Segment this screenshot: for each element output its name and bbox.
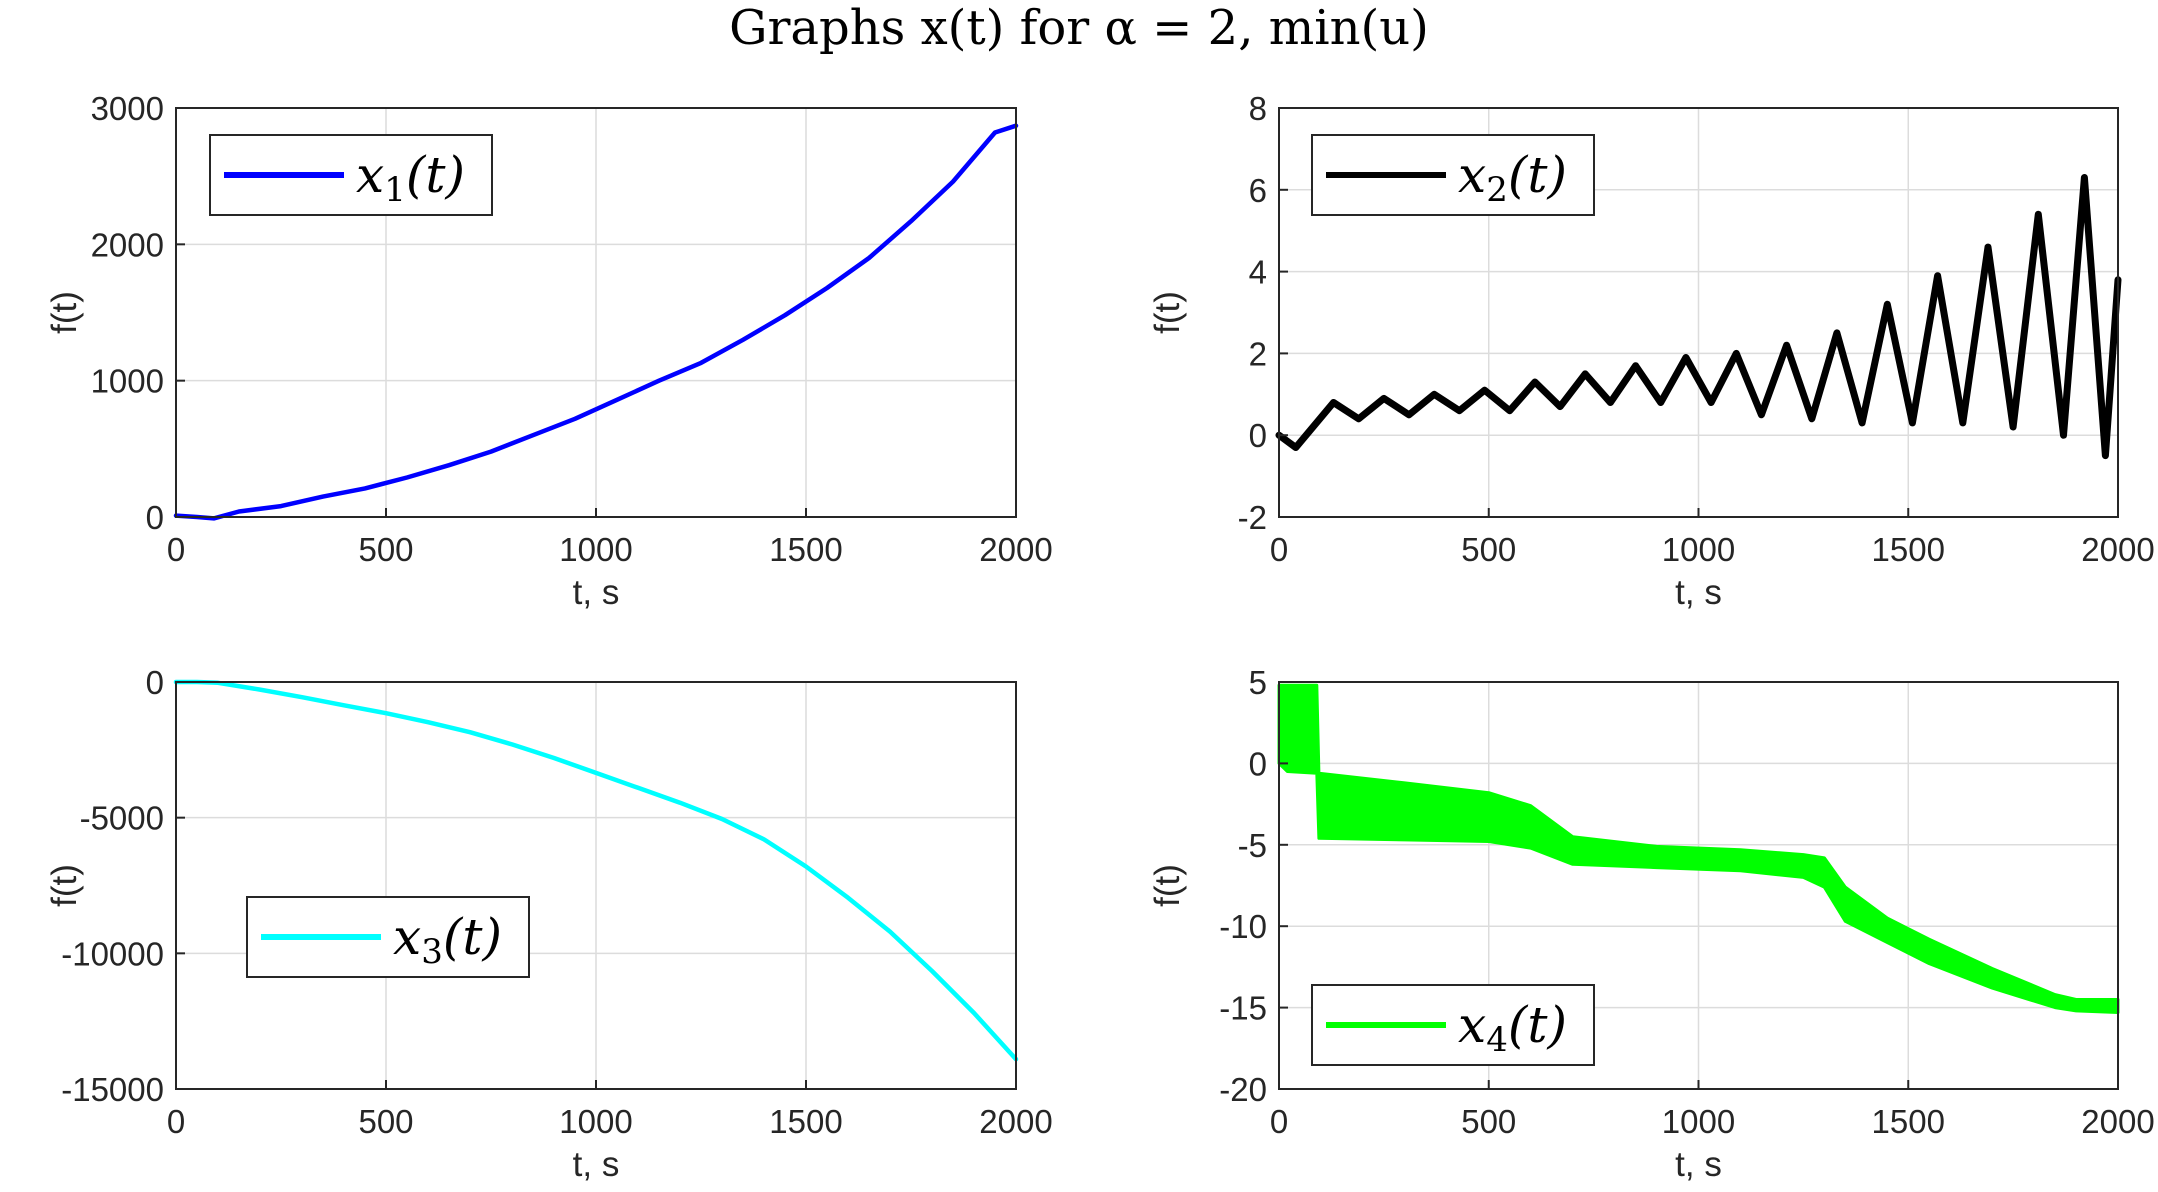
- subplot-x4: 0 500 1000 1500 2000 -20 -15 -10 -5 0 5 t, s f(t) x4(…: [1148, 664, 2155, 1184]
- subplot-2-y-tick-label: 6: [1249, 172, 1267, 209]
- subplot-3-y-tick-label: -10000: [61, 935, 164, 972]
- subplot-2-y-tick-label: 0: [1249, 417, 1267, 454]
- subplot-2-x-tick-label: 2000: [2081, 531, 2154, 568]
- subplot-1-x-tick-label: 500: [358, 531, 413, 568]
- subplot-3-series-line: [173, 679, 1019, 1062]
- subplot-1-x-tick-label: 0: [167, 531, 185, 568]
- subplot-1-legend-label: x1(t): [356, 146, 465, 210]
- subplot-2-x-tick-label: 1500: [1872, 531, 1945, 568]
- subplot-3-y-tick-label: 0: [146, 664, 164, 701]
- subplot-2-y-tick-label: 4: [1249, 254, 1267, 291]
- subplot-4-x-tick-label: 2000: [2081, 1103, 2154, 1140]
- subplot-2-x-tick-label: 500: [1461, 531, 1516, 568]
- subplot-1-x-tick-label: 1500: [769, 531, 842, 568]
- subplot-3-y-tick-label: -15000: [61, 1071, 164, 1108]
- subplot-4-y-tick-label: 5: [1249, 664, 1267, 701]
- subplot-2-x-tick-label: 1000: [1662, 531, 1735, 568]
- subplot-1-x-tick-label: 1000: [559, 531, 632, 568]
- subplot-1-y-tick-label: 1000: [91, 363, 164, 400]
- subplot-4-x-tick-label: 1500: [1872, 1103, 1945, 1140]
- subplot-3-x-tick-label: 0: [167, 1103, 185, 1140]
- subplot-1-y-tick-label: 3000: [91, 90, 164, 127]
- subplot-4-x-tick-label: 1000: [1662, 1103, 1735, 1140]
- subplot-4-y-tick-label: -5: [1238, 827, 1267, 864]
- subplot-3-legend-label: x3(t): [393, 908, 502, 972]
- subplot-3-y-tick-label: -5000: [80, 800, 164, 837]
- subplot-4-y-tick-label: -10: [1219, 908, 1267, 945]
- subplot-4-y-tick-label: -20: [1219, 1071, 1267, 1108]
- subplot-2-y-axis-label: f(t): [1148, 291, 1187, 334]
- subplot-x1: 0 500 1000 1500 2000 0 1000 2000 3000 t, s f(t) x1(…: [45, 90, 1053, 612]
- figure-title: Graphs x(t) for α = 2, min(u): [729, 0, 1429, 56]
- subplot-4-x-tick-label: 0: [1270, 1103, 1288, 1140]
- subplot-4-y-tick-label: 0: [1249, 745, 1267, 782]
- subplot-2-legend-label: x2(t): [1458, 146, 1567, 210]
- subplot-4-x-tick-label: 500: [1461, 1103, 1516, 1140]
- subplot-x3: 0 500 1000 1500 2000 -15000 -10000 -5000 0 t, s f(…: [45, 664, 1053, 1184]
- subplot-3-x-tick-label: 1000: [559, 1103, 632, 1140]
- subplot-2-x-axis-label: t, s: [1675, 573, 1722, 612]
- subplot-2-y-tick-label: 8: [1249, 90, 1267, 127]
- subplot-3-x-tick-label: 500: [358, 1103, 413, 1140]
- subplot-2-y-tick-label: 2: [1249, 335, 1267, 372]
- subplot-1-y-tick-label: 2000: [91, 226, 164, 263]
- subplot-2-y-tick-label: -2: [1238, 499, 1267, 536]
- subplot-1-series-line: [173, 123, 1019, 521]
- subplot-4-legend-label: x4(t): [1458, 996, 1567, 1060]
- subplot-4-y-tick-label: -15: [1219, 990, 1267, 1027]
- subplot-3-x-tick-label: 1500: [769, 1103, 842, 1140]
- subplot-1-x-tick-label: 2000: [979, 531, 1052, 568]
- subplot-3-y-axis-label: f(t): [45, 864, 84, 907]
- subplot-1-y-tick-label: 0: [146, 499, 164, 536]
- subplot-4-x-axis-label: t, s: [1675, 1145, 1722, 1184]
- subplot-1-y-axis-label: f(t): [45, 291, 84, 334]
- subplot-4-y-axis-label: f(t): [1148, 864, 1187, 907]
- subplot-2-x-tick-label: 0: [1270, 531, 1288, 568]
- subplot-2-series-line: [1275, 174, 2122, 460]
- subplot-3-x-tick-label: 2000: [979, 1103, 1052, 1140]
- subplot-1-x-axis-label: t, s: [573, 573, 620, 612]
- subplot-3-x-axis-label: t, s: [573, 1145, 620, 1184]
